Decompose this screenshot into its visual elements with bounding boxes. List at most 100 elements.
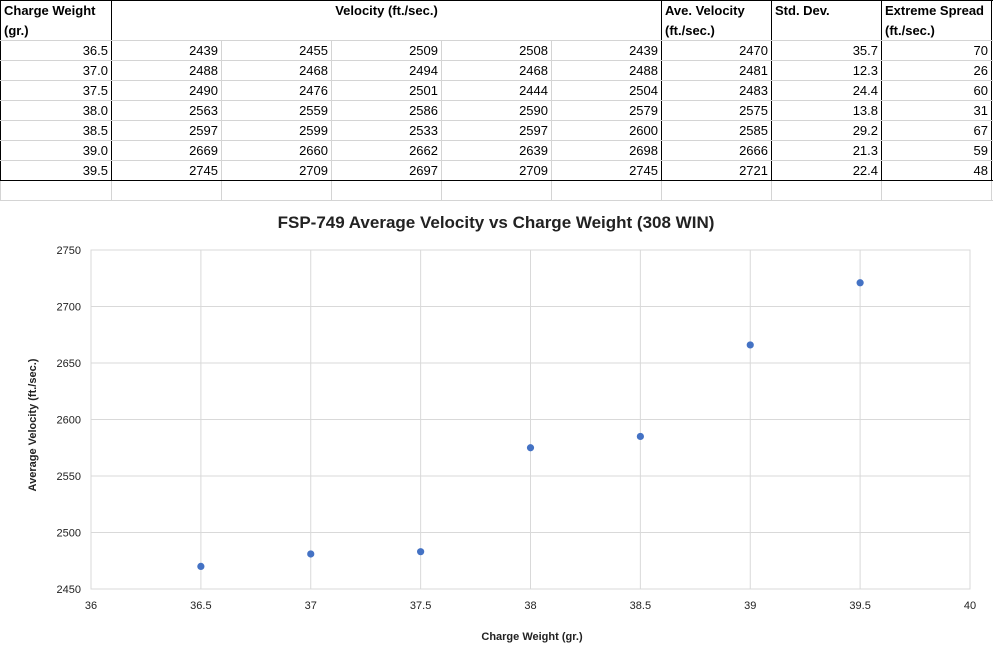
data-point[interactable] <box>526 444 535 452</box>
table-cell[interactable]: 2697 <box>409 163 438 178</box>
grid-line-vertical <box>661 181 662 200</box>
y-tick-label: 2700 <box>57 302 81 314</box>
chart-points <box>197 279 864 570</box>
table-cell[interactable]: 2745 <box>189 163 218 178</box>
table-cell[interactable]: 2709 <box>519 163 548 178</box>
grid-line-vertical <box>881 181 882 200</box>
table-cell[interactable]: 2597 <box>519 123 548 138</box>
y-tick-label: 2550 <box>57 471 81 483</box>
table-cell[interactable]: 29.2 <box>852 123 878 138</box>
x-tick-label: 36.5 <box>190 600 211 612</box>
header-velocity[interactable]: Velocity (ft./sec.) <box>335 3 438 18</box>
table-cell[interactable]: 2639 <box>519 143 548 158</box>
table-cell[interactable]: 2709 <box>299 163 328 178</box>
table-cell[interactable]: 2721 <box>739 163 768 178</box>
table-cell[interactable]: 2698 <box>629 143 658 158</box>
table-cell[interactable]: 2669 <box>189 143 218 158</box>
table-cell[interactable]: 70 <box>973 43 988 58</box>
table-cell[interactable]: 2504 <box>629 83 658 98</box>
table-cell[interactable]: 2579 <box>629 103 658 118</box>
data-point[interactable] <box>746 341 754 349</box>
table-cell[interactable]: 2476 <box>299 83 328 98</box>
table-cell[interactable]: 2590 <box>519 103 548 118</box>
table-cell[interactable]: 2586 <box>409 103 438 118</box>
table-cell[interactable]: 38.0 <box>82 103 108 118</box>
table-cell[interactable]: 2662 <box>409 143 438 158</box>
table-cell[interactable]: 39.0 <box>82 143 108 158</box>
table-cell[interactable]: 24.4 <box>852 83 878 98</box>
table-cell[interactable]: 2483 <box>739 83 768 98</box>
y-axis-title: Average Velocity (ft./sec.) <box>27 358 39 491</box>
table-cell[interactable]: 2468 <box>519 63 548 78</box>
x-tick-label: 37 <box>305 600 317 612</box>
grid-line-horizontal <box>0 120 993 121</box>
table-cell[interactable]: 59 <box>973 143 988 158</box>
table-cell[interactable]: 2455 <box>299 43 328 58</box>
scatter-chart: FSP-749 Average Velocity vs Charge Weigh… <box>0 200 993 662</box>
table-cell[interactable]: 2481 <box>739 63 768 78</box>
data-point[interactable] <box>856 279 864 287</box>
data-point[interactable] <box>197 562 205 570</box>
table-cell[interactable]: 2585 <box>739 123 768 138</box>
table-cell[interactable]: 2470 <box>739 43 768 58</box>
table-cell[interactable]: 2488 <box>629 63 658 78</box>
grid-line-horizontal <box>0 40 993 41</box>
table-cell[interactable]: 12.3 <box>852 63 878 78</box>
table-cell[interactable]: 2660 <box>299 143 328 158</box>
table-cell[interactable]: 2444 <box>519 83 548 98</box>
grid-line-vertical <box>881 0 882 181</box>
y-tick-label: 2650 <box>57 358 81 370</box>
table-cell[interactable]: 39.5 <box>82 163 108 178</box>
table-cell[interactable]: 2490 <box>189 83 218 98</box>
y-tick-label: 2450 <box>57 584 81 596</box>
table-cell[interactable]: 2600 <box>629 123 658 138</box>
table-cell[interactable]: 2575 <box>739 103 768 118</box>
table-cell[interactable]: 2508 <box>519 43 548 58</box>
grid-line-vertical <box>111 181 112 200</box>
data-point[interactable] <box>417 548 425 556</box>
table-cell[interactable]: 2597 <box>189 123 218 138</box>
table-cell[interactable]: 2563 <box>189 103 218 118</box>
chart-title: FSP-749 Average Velocity vs Charge Weigh… <box>278 213 715 232</box>
table-cell[interactable]: 36.5 <box>82 43 108 58</box>
x-tick-label: 37.5 <box>410 600 431 612</box>
table-cell[interactable]: 2494 <box>409 63 438 78</box>
table-cell[interactable]: 2745 <box>629 163 658 178</box>
table-cell[interactable]: 35.7 <box>852 43 878 58</box>
table-cell[interactable]: 13.8 <box>852 103 878 118</box>
table-cell[interactable]: 60 <box>973 83 988 98</box>
x-tick-label: 39.5 <box>849 600 870 612</box>
header-charge-weight[interactable]: Charge Weight (gr.) <box>1 1 111 41</box>
table-cell[interactable]: 2559 <box>299 103 328 118</box>
table-cell[interactable]: 2468 <box>299 63 328 78</box>
table-cell[interactable]: 26 <box>973 63 988 78</box>
table-cell[interactable]: 2439 <box>189 43 218 58</box>
data-point[interactable] <box>307 550 315 558</box>
table-cell[interactable]: 67 <box>973 123 988 138</box>
table-cell[interactable]: 37.5 <box>82 83 108 98</box>
table-cell[interactable]: 2501 <box>409 83 438 98</box>
grid-line-horizontal <box>0 60 993 61</box>
header-extreme-spread[interactable]: Extreme Spread (ft./sec.) <box>882 1 992 41</box>
table-cell[interactable]: 22.4 <box>852 163 878 178</box>
table-cell[interactable]: 37.0 <box>82 63 108 78</box>
table-cell[interactable]: 2666 <box>739 143 768 158</box>
header-ave-velocity[interactable]: Ave. Velocity (ft./sec.) <box>662 1 772 41</box>
grid-line-vertical <box>991 0 992 181</box>
table-cell[interactable]: 2599 <box>299 123 328 138</box>
grid-line-horizontal <box>0 160 993 161</box>
table-cell[interactable]: 31 <box>973 103 988 118</box>
table-cell[interactable]: 48 <box>973 163 988 178</box>
table-cell[interactable]: 2509 <box>409 43 438 58</box>
chart-tick-labels: 2450 2500 2550 2600 2650 2700 2750 36 36.5 37 37.5… <box>57 245 977 612</box>
header-extreme-spread-line2: (ft./sec.) <box>885 23 935 38</box>
table-cell[interactable]: 38.5 <box>82 123 108 138</box>
header-std-dev[interactable]: Std. Dev. <box>775 3 830 18</box>
table-cell[interactable]: 2488 <box>189 63 218 78</box>
grid-line-horizontal <box>0 80 993 81</box>
header-ave-velocity-line2: (ft./sec.) <box>665 23 715 38</box>
table-cell[interactable]: 21.3 <box>852 143 878 158</box>
table-cell[interactable]: 2439 <box>629 43 658 58</box>
data-point[interactable] <box>636 432 644 441</box>
table-cell[interactable]: 2533 <box>409 123 438 138</box>
